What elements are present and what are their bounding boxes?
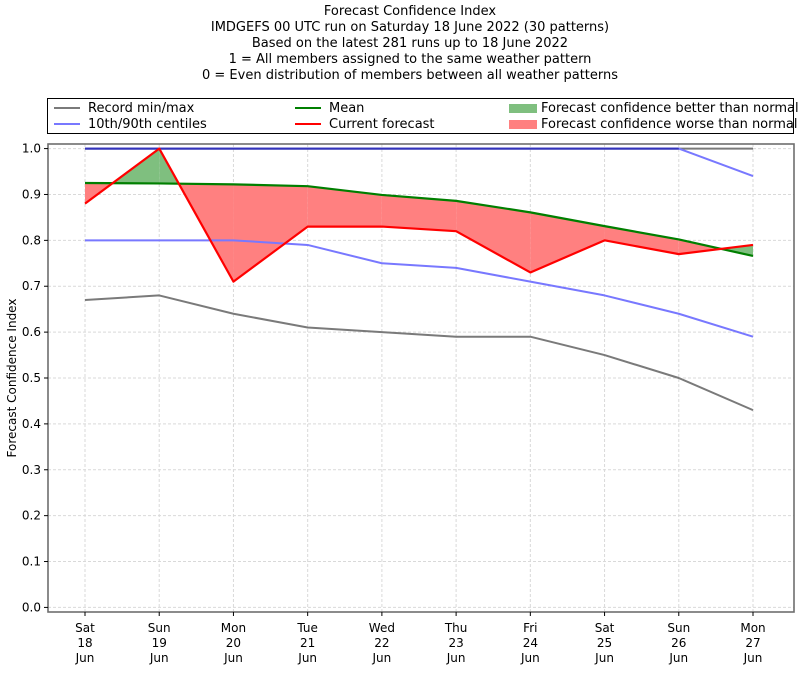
x-tick-label: Sat — [595, 621, 615, 635]
x-tick-label: Sun — [148, 621, 171, 635]
legend-swatch-record — [54, 107, 80, 109]
x-tick-label: Jun — [149, 651, 169, 665]
x-tick-label: 25 — [597, 636, 612, 650]
chart-legend: Record min/max 10th/90th centiles Mean C… — [47, 98, 799, 134]
legend-item-forecast: Current forecast — [295, 116, 435, 132]
x-tick-label: Jun — [297, 651, 317, 665]
chart-subtitle-2: Based on the latest 281 runs up to 18 Ju… — [251, 36, 569, 51]
legend-item-mean: Mean — [295, 100, 364, 116]
x-tick-label: Sat — [75, 621, 95, 635]
legend-item-better: Forecast confidence better than normal — [509, 100, 799, 116]
x-tick-label: Mon — [221, 621, 246, 635]
x-tick-label: 21 — [300, 636, 315, 650]
record-min-line — [84, 294, 754, 412]
p90-line — [85, 147, 754, 178]
x-tick-label: Tue — [296, 621, 318, 635]
fill-worse-than-normal — [678, 239, 722, 255]
legend-item-worse: Forecast confidence worse than normal — [509, 116, 798, 132]
x-tick-label: Jun — [223, 651, 243, 665]
x-tick-label: 24 — [523, 636, 538, 650]
y-tick-label: 0.6 — [22, 325, 41, 339]
chart-subtitle-3: 1 = All members assigned to the same wea… — [228, 52, 592, 67]
legend-label-mean: Mean — [329, 100, 365, 116]
legend-label-better: Forecast confidence better than normal — [541, 100, 799, 116]
fill-worse-than-normal — [604, 226, 679, 255]
p10-line — [85, 239, 754, 338]
y-tick-label: 1.0 — [22, 142, 41, 156]
y-tick-label: 0.8 — [22, 233, 41, 247]
y-axis-ticks: 0.0 0.1 0.2 0.3 0.4 0.5 0.6 0.7 0.8 0.9 1.0 — [22, 142, 48, 614]
x-tick-label: 27 — [745, 636, 760, 650]
chart-subtitle-1: IMDGEFS 00 UTC run on Saturday 18 June 2… — [210, 20, 610, 35]
x-tick-label: Jun — [520, 651, 540, 665]
x-tick-label: 26 — [671, 636, 686, 650]
y-tick-label: 0.2 — [22, 509, 41, 523]
y-tick-label: 0.7 — [22, 279, 41, 293]
legend-label-worse: Forecast confidence worse than normal — [541, 116, 798, 132]
fill-worse-than-normal — [530, 212, 605, 273]
forecast-line — [84, 147, 754, 283]
fill-regions — [85, 148, 753, 282]
y-tick-label: 0.5 — [22, 371, 41, 385]
chart-title-block: Forecast Confidence Index IMDGEFS 00 UTC… — [0, 4, 800, 84]
mean-line — [84, 181, 754, 258]
x-tick-label: 18 — [77, 636, 92, 650]
x-tick-label: Thu — [444, 621, 468, 635]
y-tick-label: 0.9 — [22, 187, 41, 201]
x-tick-label: 19 — [152, 636, 167, 650]
fill-worse-than-normal — [307, 186, 382, 227]
x-tick-label: Jun — [743, 651, 763, 665]
legend-label-forecast: Current forecast — [329, 116, 435, 132]
y-tick-label: 0.4 — [22, 417, 41, 431]
y-tick-label: 0.3 — [22, 463, 41, 477]
y-axis-label: Forecast Confidence Index — [5, 299, 19, 458]
x-tick-label: 23 — [448, 636, 463, 650]
x-tick-label: Jun — [594, 651, 614, 665]
legend-swatch-forecast — [295, 123, 321, 125]
fill-worse-than-normal — [233, 184, 308, 282]
y-tick-label: 0.0 — [22, 600, 41, 614]
series-lines — [84, 147, 754, 412]
legend-swatch-mean — [295, 107, 321, 109]
legend-item-centiles: 10th/90th centiles — [54, 116, 207, 132]
x-tick-label: Fri — [523, 621, 537, 635]
x-tick-label: Wed — [369, 621, 395, 635]
chart-title: Forecast Confidence Index — [323, 4, 497, 19]
fill-worse-than-normal — [381, 194, 457, 232]
legend-item-record: Record min/max — [54, 100, 194, 116]
x-axis-ticks: Sat18JunSun19JunMon20JunTue21JunWed22Jun… — [75, 612, 766, 665]
x-tick-label: Sun — [667, 621, 690, 635]
x-tick-label: 20 — [226, 636, 241, 650]
x-tick-label: Jun — [446, 651, 466, 665]
y-tick-label: 0.1 — [22, 555, 41, 569]
legend-swatch-better — [509, 103, 537, 113]
x-tick-label: Jun — [668, 651, 688, 665]
x-tick-label: Jun — [75, 651, 95, 665]
x-tick-label: 22 — [374, 636, 389, 650]
x-tick-label: Jun — [372, 651, 392, 665]
legend-swatch-worse — [509, 119, 537, 129]
legend-swatch-centiles — [54, 123, 80, 125]
chart-subtitle-4: 0 = Even distribution of members between… — [201, 68, 619, 83]
legend-label-centiles: 10th/90th centiles — [88, 116, 207, 132]
x-tick-label: Mon — [740, 621, 765, 635]
fill-worse-than-normal — [456, 200, 531, 273]
legend-label-record: Record min/max — [88, 100, 195, 116]
